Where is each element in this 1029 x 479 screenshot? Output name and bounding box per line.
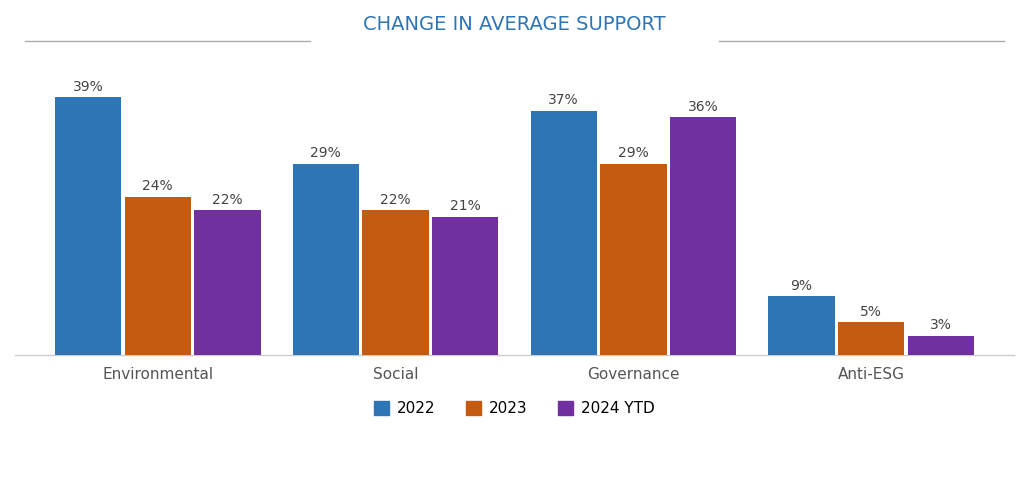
Bar [194,210,260,355]
Text: 22%: 22% [381,193,411,206]
Text: 21%: 21% [450,199,481,213]
Bar [769,296,835,355]
Text: 29%: 29% [311,146,342,160]
Text: 22%: 22% [212,193,243,206]
Text: 9%: 9% [790,279,813,293]
Text: 39%: 39% [73,80,103,94]
Title: CHANGE IN AVERAGE SUPPORT: CHANGE IN AVERAGE SUPPORT [363,15,666,34]
Bar [55,97,121,355]
Text: 37%: 37% [548,93,579,107]
Text: 3%: 3% [930,319,952,332]
Text: 24%: 24% [142,180,173,194]
Bar [839,322,904,355]
Bar [908,336,974,355]
Text: 29%: 29% [618,146,649,160]
Bar [531,111,597,355]
Text: 5%: 5% [860,305,882,319]
Bar [125,197,190,355]
Bar [432,217,498,355]
Bar [292,164,359,355]
Bar [670,117,737,355]
Bar [600,164,667,355]
Legend: 2022, 2023, 2024 YTD: 2022, 2023, 2024 YTD [368,395,661,422]
Text: 36%: 36% [687,100,718,114]
Bar [362,210,429,355]
